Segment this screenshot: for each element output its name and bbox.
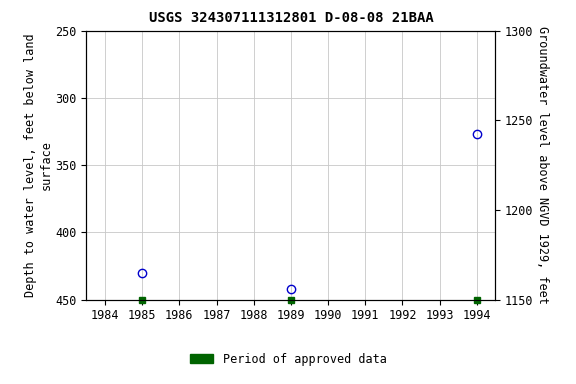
Legend: Period of approved data: Period of approved data xyxy=(185,348,391,371)
Y-axis label: Groundwater level above NGVD 1929, feet: Groundwater level above NGVD 1929, feet xyxy=(536,26,550,304)
Y-axis label: Depth to water level, feet below land
surface: Depth to water level, feet below land su… xyxy=(24,33,52,297)
Title: USGS 324307111312801 D-08-08 21BAA: USGS 324307111312801 D-08-08 21BAA xyxy=(149,12,433,25)
